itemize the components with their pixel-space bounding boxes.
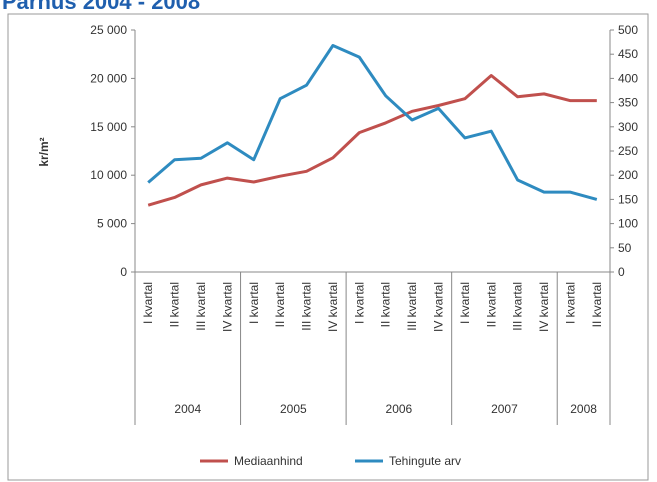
- x-tick-label: II kvartal: [168, 282, 182, 327]
- x-tick-label: III kvartal: [511, 282, 525, 331]
- y-tick-label: 10 000: [90, 168, 127, 182]
- x-tick-label: III kvartal: [405, 282, 419, 331]
- y2-tick-label: 300: [618, 120, 638, 134]
- legend-label: Mediaanhind: [234, 454, 303, 468]
- x-tick-label: IV kvartal: [326, 282, 340, 332]
- group-label: 2006: [386, 402, 413, 416]
- y2-tick-label: 450: [618, 47, 638, 61]
- y2-tick-label: 400: [618, 71, 638, 85]
- y-axis-title: kr/m²: [37, 137, 51, 166]
- y2-tick-label: 200: [618, 168, 638, 182]
- group-label: 2007: [491, 402, 518, 416]
- series-line: [147, 43, 598, 201]
- group-label: 2008: [570, 402, 597, 416]
- y-tick-label: 15 000: [90, 120, 127, 134]
- x-tick-label: II kvartal: [590, 282, 604, 327]
- y2-tick-label: 350: [618, 96, 638, 110]
- x-tick-label: II kvartal: [484, 282, 498, 327]
- x-tick-label: I kvartal: [563, 282, 577, 324]
- x-tick-label: IV kvartal: [431, 282, 445, 332]
- x-tick-label: IV kvartal: [220, 282, 234, 332]
- series-line: [147, 73, 597, 207]
- y-tick-label: 5 000: [97, 217, 127, 231]
- chart-title: Pärnus 2004 - 2008: [2, 0, 200, 14]
- x-tick-label: I kvartal: [141, 282, 155, 324]
- y2-tick-label: 100: [618, 217, 638, 231]
- x-tick-label: IV kvartal: [537, 282, 551, 332]
- group-label: 2004: [174, 402, 201, 416]
- y2-tick-label: 500: [618, 23, 638, 37]
- legend-label: Tehingute arv: [389, 454, 461, 468]
- y2-tick-label: 0: [618, 265, 625, 279]
- y2-tick-label: 50: [618, 241, 632, 255]
- y-tick-label: 20 000: [90, 71, 127, 85]
- x-tick-label: II kvartal: [379, 282, 393, 327]
- x-tick-label: III kvartal: [194, 282, 208, 331]
- x-tick-label: II kvartal: [273, 282, 287, 327]
- x-tick-label: III kvartal: [300, 282, 314, 331]
- x-tick-label: I kvartal: [352, 282, 366, 324]
- y-tick-label: 25 000: [90, 23, 127, 37]
- group-label: 2005: [280, 402, 307, 416]
- x-tick-label: I kvartal: [458, 282, 472, 324]
- y-tick-label: 0: [120, 265, 127, 279]
- x-tick-label: I kvartal: [247, 282, 261, 324]
- y2-tick-label: 250: [618, 144, 638, 158]
- y2-tick-label: 150: [618, 192, 638, 206]
- chart-frame: [7, 13, 649, 481]
